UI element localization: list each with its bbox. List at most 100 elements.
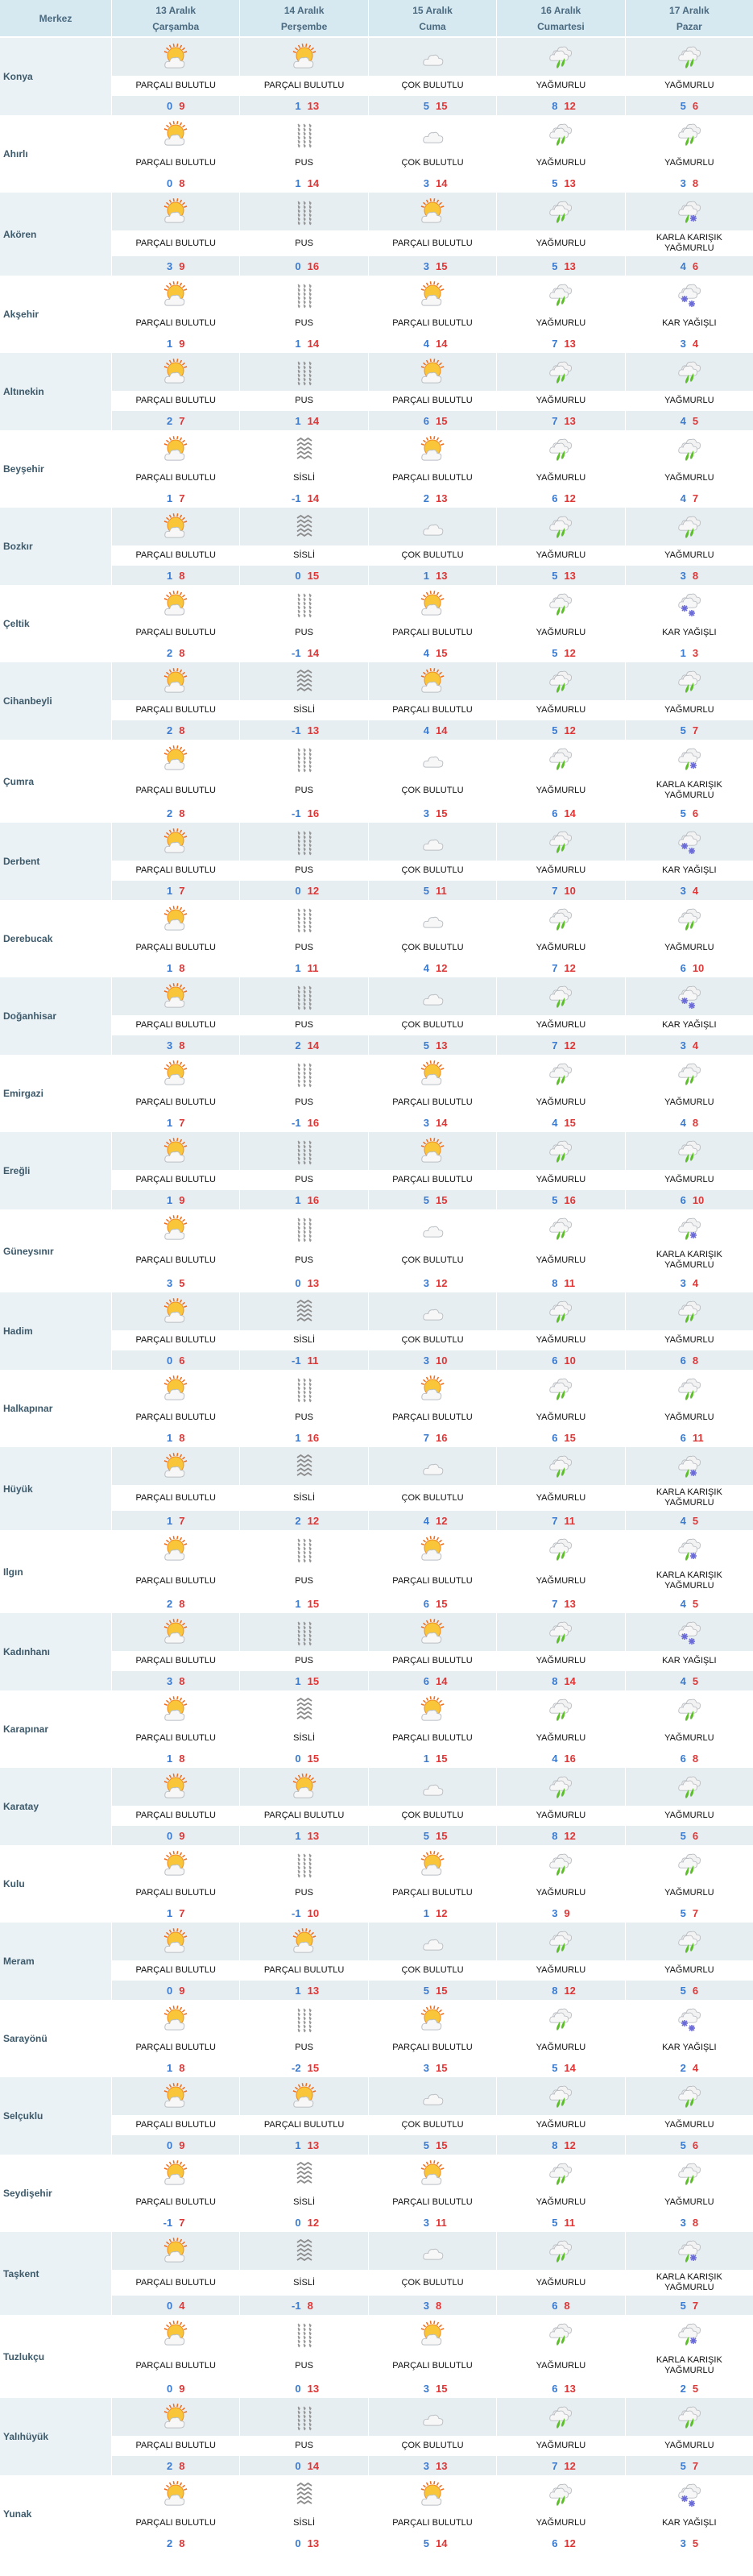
condition-band: PARÇALI BULUTLU SİSLİ ÇOK BULUTLU YAĞMURLU Y… bbox=[112, 1330, 753, 1350]
max-temperature: 14 bbox=[436, 1116, 448, 1129]
day-weekday: Cuma bbox=[419, 20, 446, 32]
max-temperature: 8 bbox=[692, 2216, 699, 2229]
temperature-band: 1 7 -1 10 1 12 3 9 5 7 bbox=[112, 1903, 753, 1923]
rain-icon bbox=[549, 831, 573, 853]
max-temperature: 8 bbox=[179, 2537, 185, 2549]
max-temperature: 15 bbox=[436, 1984, 448, 1997]
min-temperature: 5 bbox=[680, 2138, 686, 2151]
max-temperature: 13 bbox=[307, 99, 320, 112]
weather-icon-cell bbox=[240, 508, 369, 545]
fog-icon bbox=[296, 437, 312, 459]
condition-text: SİSLİ bbox=[240, 545, 369, 566]
min-temperature: 0 bbox=[166, 2138, 173, 2151]
max-temperature: 10 bbox=[564, 1354, 576, 1367]
cloudy-icon bbox=[423, 756, 444, 768]
min-temperature: 1 bbox=[166, 2061, 173, 2074]
min-temperature: 1 bbox=[295, 414, 301, 427]
temperature-cell: 8 12 bbox=[497, 2135, 626, 2155]
weather-icon-cell bbox=[112, 115, 241, 153]
haze-icon bbox=[297, 2008, 312, 2032]
condition-text: PARÇALI BULUTLU bbox=[240, 2115, 369, 2135]
haze-icon bbox=[297, 748, 312, 772]
max-temperature: 12 bbox=[564, 2138, 576, 2151]
temperature-cell: 7 13 bbox=[497, 334, 626, 353]
max-temperature: 8 bbox=[692, 1752, 699, 1765]
condition-text: ÇOK BULUTLU bbox=[369, 1806, 498, 1826]
min-temperature: -2 bbox=[292, 2061, 301, 2074]
weather-icon-cell bbox=[240, 1613, 369, 1651]
condition-text: PARÇALI BULUTLU bbox=[369, 2513, 498, 2533]
max-temperature: 11 bbox=[564, 1276, 576, 1289]
temperature-band: 1 8 1 16 7 16 6 15 6 11 bbox=[112, 1428, 753, 1447]
day-weekday: Perşembe bbox=[280, 20, 328, 32]
condition-text: PUS bbox=[240, 861, 369, 881]
weather-icon-cell bbox=[626, 2155, 753, 2192]
fog-icon bbox=[296, 2482, 312, 2504]
temperature-cell: 5 15 bbox=[369, 2135, 498, 2155]
condition-text: PARÇALI BULUTLU bbox=[112, 2192, 241, 2213]
table-row: Halkapınar PARÇALI BULUTLU PUS PARÇALI BUL… bbox=[0, 1370, 753, 1447]
min-temperature: 1 bbox=[295, 1431, 301, 1444]
min-temperature: 1 bbox=[295, 1984, 301, 1997]
condition-text: YAĞMURLU bbox=[497, 1568, 626, 1594]
haze-icon bbox=[297, 985, 312, 1010]
min-temperature: 5 bbox=[680, 1906, 686, 1919]
weather-icon-cell bbox=[240, 900, 369, 938]
row-days: PARÇALI BULUTLU PUS PARÇALI BULUTLU YAĞMURL… bbox=[112, 585, 753, 662]
min-temperature: 5 bbox=[423, 2138, 430, 2151]
temperature-cell: 3 15 bbox=[369, 256, 498, 276]
min-temperature: 0 bbox=[166, 1829, 173, 1842]
rain-icon bbox=[549, 2483, 573, 2506]
location-name: Bozkır bbox=[0, 508, 112, 585]
max-temperature: 7 bbox=[179, 884, 185, 897]
row-days: PARÇALI BULUTLU PUS PARÇALI BULUTLU YAĞMURL… bbox=[112, 2000, 753, 2077]
temperature-cell: 0 15 bbox=[240, 1748, 369, 1768]
rain-icon bbox=[549, 123, 573, 146]
partly-cloudy-icon bbox=[163, 1773, 188, 1798]
icon-band bbox=[112, 276, 753, 313]
weather-icon-cell bbox=[240, 1845, 369, 1883]
min-temperature: 8 bbox=[552, 1276, 558, 1289]
max-temperature: 9 bbox=[179, 259, 185, 272]
partly-cloudy-icon bbox=[163, 1850, 188, 1876]
condition-text: YAĞMURLU bbox=[497, 623, 626, 643]
condition-text: ÇOK BULUTLU bbox=[369, 2436, 498, 2456]
condition-text: SİSLİ bbox=[240, 2270, 369, 2296]
min-temperature: 1 bbox=[680, 646, 686, 659]
weather-icon-cell bbox=[369, 2475, 498, 2513]
max-temperature: 12 bbox=[307, 884, 320, 897]
rain-icon bbox=[549, 2406, 573, 2429]
temperature-cell: 4 12 bbox=[369, 958, 498, 977]
temperature-band: 2 7 1 14 6 15 7 13 4 5 bbox=[112, 411, 753, 430]
temperature-cell: 3 15 bbox=[369, 2058, 498, 2077]
weather-icon-cell bbox=[369, 38, 498, 76]
weather-icon-cell bbox=[626, 1690, 753, 1728]
partly-cloudy-icon bbox=[163, 358, 188, 384]
haze-icon bbox=[297, 123, 312, 147]
min-temperature: 3 bbox=[552, 1906, 558, 1919]
condition-band: PARÇALI BULUTLU PUS PARÇALI BULUTLU YAĞMURL… bbox=[112, 1883, 753, 1903]
weather-icon-cell bbox=[497, 115, 626, 153]
max-temperature: 16 bbox=[307, 1193, 320, 1206]
haze-icon bbox=[297, 284, 312, 308]
temperature-cell: -2 15 bbox=[240, 2058, 369, 2077]
max-temperature: 7 bbox=[179, 1906, 185, 1919]
min-temperature: 4 bbox=[680, 414, 686, 427]
max-temperature: 14 bbox=[564, 1674, 576, 1687]
weather-icon-cell bbox=[240, 740, 369, 778]
min-temperature: 6 bbox=[552, 2299, 558, 2312]
weather-icon-cell bbox=[626, 977, 753, 1015]
day-date: 14 Aralık bbox=[283, 4, 325, 16]
weather-icon-cell bbox=[369, 276, 498, 313]
haze-icon bbox=[297, 1063, 312, 1087]
weather-icon-cell bbox=[626, 2000, 753, 2038]
temperature-cell: 6 10 bbox=[626, 1190, 753, 1209]
location-name: Kadınhanı bbox=[0, 1613, 112, 1690]
temperature-cell: 6 10 bbox=[497, 1350, 626, 1370]
condition-text: YAĞMURLU bbox=[497, 1170, 626, 1190]
max-temperature: 15 bbox=[436, 2138, 448, 2151]
weather-icon-cell bbox=[626, 430, 753, 468]
